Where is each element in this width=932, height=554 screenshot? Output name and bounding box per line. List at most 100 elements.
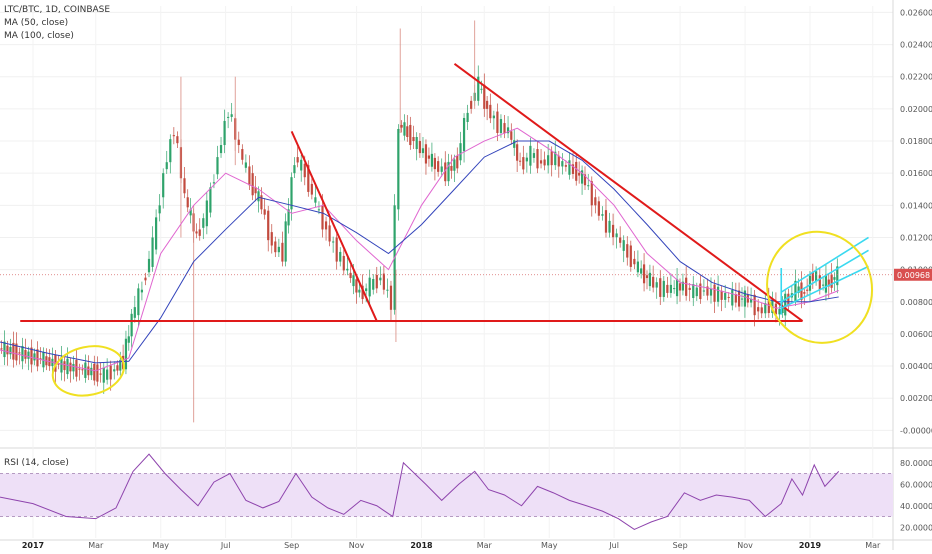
candle-body [655, 282, 658, 288]
candle-body [506, 127, 510, 134]
candle-body [720, 290, 723, 300]
candle-body [601, 214, 604, 216]
candle-body [355, 279, 358, 293]
candle-body [300, 159, 303, 171]
candle-body [415, 137, 418, 150]
candle-body [836, 266, 839, 286]
candle-body [84, 362, 87, 378]
candle-body [372, 278, 375, 290]
candle-body [72, 363, 75, 372]
candle-body [666, 284, 669, 293]
candle-body [12, 342, 15, 360]
candle-body [358, 289, 361, 293]
candle-body [462, 117, 466, 152]
candle-body [499, 119, 503, 133]
candle-body [681, 281, 685, 291]
candle-body [109, 365, 112, 380]
candle-body [90, 367, 93, 376]
candle-body [685, 277, 688, 296]
channel-line [780, 265, 869, 309]
candle-body [645, 275, 649, 279]
candle-body [587, 185, 590, 187]
candle-body [450, 165, 453, 171]
candle-body [456, 155, 459, 169]
candle-body [93, 363, 96, 381]
candle-body [106, 369, 109, 380]
candle-body [321, 205, 324, 230]
candle-body [303, 163, 306, 178]
candle-body [430, 153, 434, 167]
candle-body [503, 123, 506, 134]
ma50-legend: MA (50, close) [4, 18, 69, 28]
candle-body [611, 224, 615, 238]
candle-body [78, 368, 81, 370]
candle-body [764, 303, 767, 314]
candle-body [397, 128, 400, 210]
candle-body [633, 258, 636, 265]
candle-body [205, 200, 208, 227]
candle-body [99, 373, 102, 375]
candle-body [557, 155, 560, 167]
price-tick-label: 0.01600 [900, 169, 932, 178]
candle-body [3, 341, 6, 358]
candle-body [260, 195, 263, 210]
candle-body [724, 292, 727, 300]
candle-body [554, 151, 557, 166]
chart-title: LTC/BTC, 1D, COINBASE [4, 5, 111, 15]
candle-body [27, 351, 30, 359]
candle-body [778, 308, 781, 315]
candle-body [335, 237, 338, 262]
trendline-2018 [453, 63, 804, 322]
candle-body [189, 209, 192, 216]
candle-body [746, 294, 749, 303]
candle-body [529, 145, 532, 166]
candle-body [480, 88, 483, 90]
ma50-line [0, 127, 839, 372]
last-price-label: 0.00968 [897, 271, 930, 280]
candle-body [69, 362, 72, 372]
candle-body [727, 296, 730, 298]
candle-body [24, 349, 27, 359]
candle-body [307, 165, 310, 192]
candle-body [332, 241, 335, 243]
candle-body [144, 277, 147, 281]
candle-body [550, 151, 553, 166]
price-tick-label: 0.00600 [900, 330, 932, 339]
candle-body [787, 293, 790, 306]
candle-body [212, 182, 216, 184]
candle-body [444, 162, 447, 182]
candle-body [248, 166, 251, 186]
candle-body [349, 272, 352, 279]
x-tick-label: Jul [608, 541, 619, 550]
price-tick-label: 0.00800 [900, 298, 932, 307]
candle-body [619, 237, 622, 243]
candle-body [0, 348, 3, 350]
candle-body [352, 275, 355, 287]
candle-body [195, 231, 198, 234]
candle-body [622, 240, 625, 251]
candle-body [342, 255, 345, 271]
rsi-legend: RSI (14, close) [4, 458, 69, 468]
candle-body [459, 143, 462, 161]
candle-body [811, 271, 814, 281]
candle-body [263, 209, 266, 215]
candle-body [516, 144, 519, 161]
candle-body [675, 279, 679, 297]
candle-body [403, 122, 406, 136]
candle-body [21, 345, 24, 362]
candle-body [543, 159, 546, 166]
chart-legend: LTC/BTC, 1D, COINBASE MA (50, close) MA … [4, 4, 110, 43]
candle-body [774, 303, 778, 315]
candle-body [277, 246, 280, 253]
price-tick-label: 0.00400 [900, 362, 932, 371]
x-tick-label: 2017 [22, 541, 44, 550]
candle-body [564, 165, 567, 167]
candle-body [375, 274, 378, 289]
x-tick-label: 2019 [799, 541, 822, 550]
price-tick-label: 0.02200 [900, 73, 932, 82]
candle-body [433, 157, 436, 170]
candle-body [652, 276, 655, 288]
candle-body [522, 157, 525, 170]
